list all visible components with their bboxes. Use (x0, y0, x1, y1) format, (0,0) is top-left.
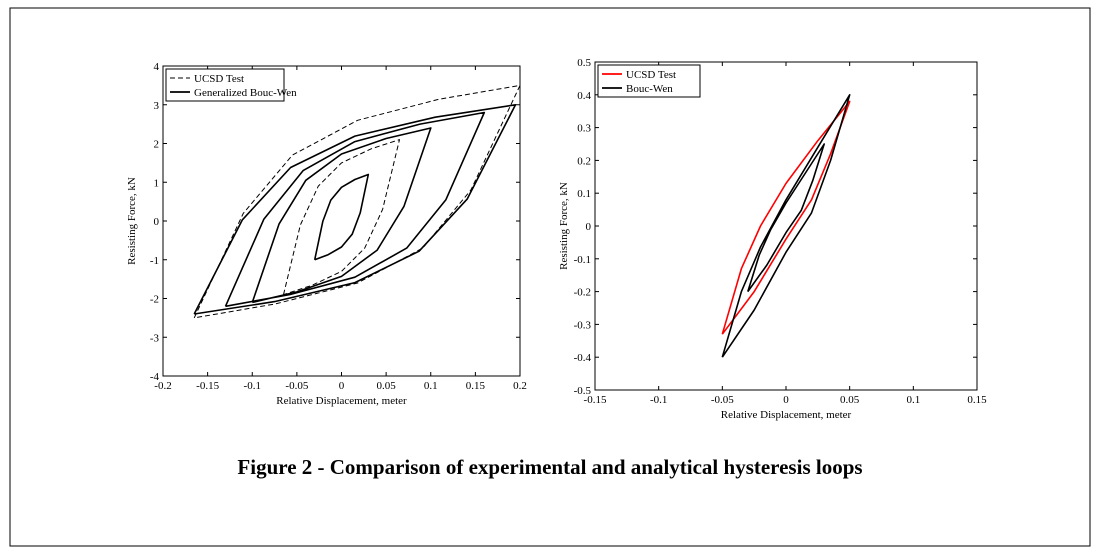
legend-label: UCSD Test (626, 69, 676, 81)
y-tick-label: 0.2 (577, 155, 591, 167)
y-tick-label: 3 (154, 100, 160, 112)
x-tick-label: -0.1 (244, 380, 261, 392)
y-tick-label: -0.1 (574, 254, 591, 266)
x-tick-label: 0.1 (906, 394, 920, 406)
legend-label: Bouc-Wen (626, 83, 673, 95)
caption: Figure 2 - Comparison of experimental an… (237, 455, 862, 479)
legend-label: Generalized Bouc-Wen (194, 87, 297, 99)
y-tick-label: -0.4 (574, 352, 592, 364)
x-tick-label: -0.15 (196, 380, 219, 392)
y-axis-label: Resisting Force, kN (558, 182, 570, 270)
frame (9, 7, 1091, 547)
x-tick-label: 0.1 (424, 380, 438, 392)
y-tick-label: 2 (154, 139, 160, 151)
y-axis-label: Resisting Force, kN (126, 177, 138, 265)
y-tick-label: 0.3 (577, 123, 591, 135)
x-tick-label: -0.15 (584, 394, 607, 406)
x-tick-label: 0 (339, 380, 345, 392)
x-tick-label: -0.05 (285, 380, 308, 392)
x-tick-label: 0 (783, 394, 789, 406)
y-tick-label: 1 (154, 177, 160, 189)
series-line (721, 94, 851, 358)
y-tick-label: -0.3 (574, 319, 592, 331)
x-tick-label: 0.2 (513, 380, 527, 392)
y-tick-label: 0.4 (577, 90, 591, 102)
series-line (721, 100, 851, 335)
x-axis-label: Relative Displacement, meter (276, 395, 407, 407)
x-axis-label: Relative Displacement, meter (721, 409, 852, 421)
x-tick-label: -0.1 (650, 394, 667, 406)
y-tick-label: -2 (150, 294, 159, 306)
y-tick-label: -0.2 (574, 287, 591, 299)
series-line (193, 84, 521, 319)
x-tick-label: 0.05 (377, 380, 397, 392)
plot-frame (594, 61, 978, 391)
y-tick-label: -0.5 (574, 385, 592, 397)
series-line (193, 104, 517, 315)
y-tick-label: 0 (586, 221, 592, 233)
x-tick-label: -0.2 (154, 380, 171, 392)
y-tick-label: 4 (154, 61, 160, 73)
y-tick-label: 0.5 (577, 57, 591, 69)
legend-box (165, 68, 285, 102)
x-tick-label: -0.05 (711, 394, 734, 406)
y-tick-label: -3 (150, 332, 160, 344)
y-tick-label: -4 (150, 371, 160, 383)
plot-frame (162, 65, 521, 377)
x-tick-label: 0.15 (967, 394, 987, 406)
y-tick-label: 0.1 (577, 188, 591, 200)
legend-box (597, 64, 701, 98)
y-tick-label: 0 (154, 216, 160, 228)
legend-label: UCSD Test (194, 73, 244, 85)
y-tick-label: -1 (150, 255, 159, 267)
x-tick-label: 0.05 (840, 394, 860, 406)
x-tick-label: 0.15 (466, 380, 486, 392)
